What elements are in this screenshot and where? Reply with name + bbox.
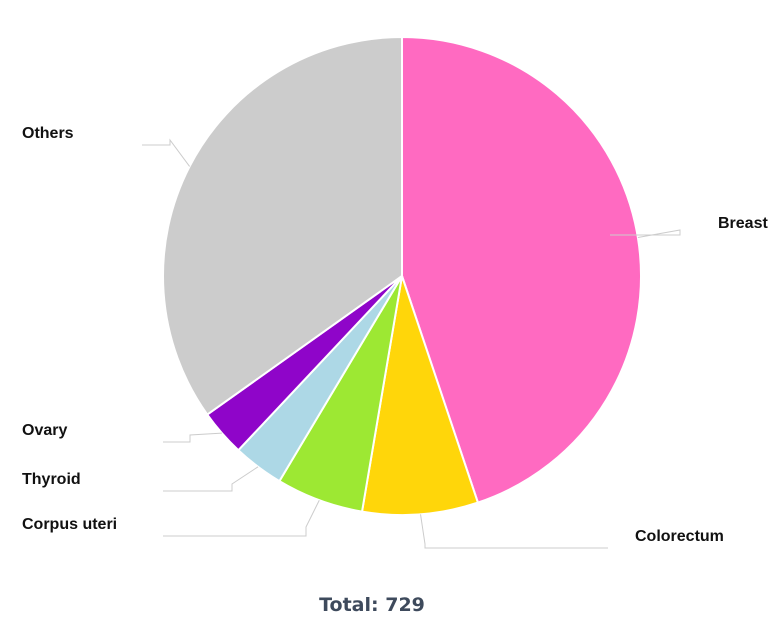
leader-line — [163, 500, 320, 537]
total-label: Total: 729 — [319, 594, 425, 616]
slice-label: Others — [22, 125, 74, 142]
leader-line — [420, 514, 608, 549]
slice-labels: Breast Colorectum Corpus uteri Thyroid Ovary… — [22, 125, 768, 545]
slice-label: Thyroid — [22, 471, 81, 488]
pie-slice-colorectum[interactable] — [361, 275, 479, 516]
pie-slices — [162, 36, 642, 516]
leader-lines — [142, 138, 681, 549]
slice-label: Ovary — [22, 422, 67, 439]
leader-line — [610, 229, 681, 239]
pie-slice-breast[interactable] — [401, 36, 642, 504]
leader-line — [163, 432, 222, 443]
leader-line — [163, 466, 259, 492]
pie-slice-others[interactable] — [162, 36, 403, 416]
slice-label: Breast — [718, 215, 768, 232]
slice-label: Corpus uteri — [22, 516, 117, 533]
leader-line — [142, 138, 190, 167]
slice-label: Colorectum — [635, 528, 724, 545]
